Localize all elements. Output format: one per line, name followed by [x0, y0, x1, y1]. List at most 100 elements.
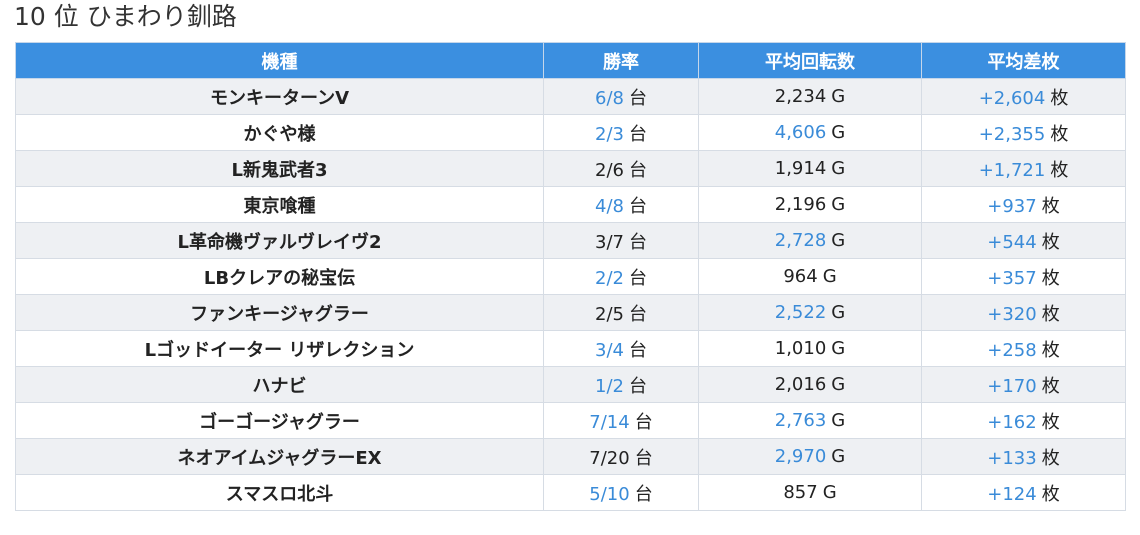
avg-spins-unit: G — [831, 158, 846, 179]
avg-spins-value: 964 — [783, 266, 818, 287]
avg-spins-unit: G — [831, 230, 846, 251]
avg-spins-cell: 964 G — [698, 258, 922, 295]
avg-diff-cell: +170 枚 — [921, 366, 1126, 403]
avg-diff-unit: 枚 — [1041, 483, 1060, 505]
header-machine: 機種 — [15, 42, 544, 79]
avg-diff-cell: +320 枚 — [921, 294, 1126, 331]
avg-diff-unit: 枚 — [1050, 123, 1069, 145]
machine-name: L革命機ヴァルヴレイヴ2 — [15, 222, 544, 259]
avg-spins-value: 2,196 — [774, 194, 827, 215]
machine-ranking-table: 機種 勝率 平均回転数 平均差枚 モンキーターンV 6/8 台 2,234 G +2,60… — [15, 42, 1126, 511]
win-rate-cell: 6/8 台 — [543, 78, 699, 115]
avg-diff-cell: +2,355 枚 — [921, 114, 1126, 151]
win-rate-link[interactable]: 7/14 — [589, 411, 630, 433]
win-rate-unit: 台 — [628, 123, 647, 145]
avg-diff-cell: +124 枚 — [921, 474, 1126, 511]
header-avg-diff: 平均差枚 — [921, 42, 1126, 79]
table-row: 東京喰種 4/8 台 2,196 G +937 枚 — [15, 186, 1126, 223]
avg-spins-cell: 4,606 G — [698, 114, 922, 151]
avg-diff-cell: +258 枚 — [921, 330, 1126, 367]
win-rate-cell: 2/5 台 — [543, 294, 699, 331]
table-row: モンキーターンV 6/8 台 2,234 G +2,604 枚 — [15, 78, 1126, 115]
avg-diff-unit: 枚 — [1041, 303, 1060, 325]
win-rate-cell: 5/10 台 — [543, 474, 699, 511]
avg-diff-cell: +544 枚 — [921, 222, 1126, 259]
win-rate-unit: 台 — [628, 267, 647, 289]
win-rate-unit: 台 — [628, 87, 647, 109]
win-rate-link[interactable]: 3/4 — [595, 339, 624, 361]
win-rate-unit: 台 — [628, 159, 647, 181]
avg-spins-link[interactable]: 2,728 — [774, 230, 827, 251]
table-row: ハナビ 1/2 台 2,016 G +170 枚 — [15, 366, 1126, 403]
avg-diff-unit: 枚 — [1041, 267, 1060, 289]
avg-spins-cell: 2,763 G — [698, 402, 922, 439]
win-rate-cell: 2/6 台 — [543, 150, 699, 187]
header-win-rate: 勝率 — [543, 42, 699, 79]
win-rate-link[interactable]: 2/3 — [595, 123, 624, 145]
table-row: L革命機ヴァルヴレイヴ2 3/7 台 2,728 G +544 枚 — [15, 222, 1126, 259]
avg-diff-cell: +162 枚 — [921, 402, 1126, 439]
avg-spins-unit: G — [822, 266, 837, 287]
avg-diff-unit: 枚 — [1050, 159, 1069, 181]
avg-diff-link[interactable]: +258 — [987, 339, 1037, 361]
table-row: スマスロ北斗 5/10 台 857 G +124 枚 — [15, 474, 1126, 511]
win-rate-cell: 3/4 台 — [543, 330, 699, 367]
table-row: LBクレアの秘宝伝 2/2 台 964 G +357 枚 — [15, 258, 1126, 295]
win-rate-unit: 台 — [634, 411, 653, 433]
avg-spins-cell: 2,522 G — [698, 294, 922, 331]
avg-spins-unit: G — [831, 338, 846, 359]
table-row: ゴーゴージャグラー 7/14 台 2,763 G +162 枚 — [15, 402, 1126, 439]
machine-name: Lゴッドイーター リザレクション — [15, 330, 544, 367]
win-rate-unit: 台 — [634, 447, 653, 469]
avg-spins-cell: 1,914 G — [698, 150, 922, 187]
avg-diff-link[interactable]: +937 — [987, 195, 1037, 217]
avg-diff-unit: 枚 — [1041, 375, 1060, 397]
avg-diff-cell: +133 枚 — [921, 438, 1126, 475]
avg-diff-unit: 枚 — [1041, 411, 1060, 433]
table-row: ネオアイムジャグラーEX 7/20 台 2,970 G +133 枚 — [15, 438, 1126, 475]
avg-spins-link[interactable]: 4,606 — [774, 122, 827, 143]
avg-spins-unit: G — [831, 122, 846, 143]
avg-diff-link[interactable]: +2,604 — [978, 87, 1046, 109]
machine-name: LBクレアの秘宝伝 — [15, 258, 544, 295]
table-body: モンキーターンV 6/8 台 2,234 G +2,604 枚かぐや様 2/3 台 4,606 G +… — [15, 78, 1126, 511]
avg-diff-link[interactable]: +320 — [987, 303, 1037, 325]
table-row: Lゴッドイーター リザレクション 3/4 台 1,010 G +258 枚 — [15, 330, 1126, 367]
table-header: 機種 勝率 平均回転数 平均差枚 — [15, 42, 1126, 79]
win-rate-link[interactable]: 1/2 — [595, 375, 624, 397]
avg-diff-link[interactable]: +1,721 — [978, 159, 1046, 181]
header-row: 機種 勝率 平均回転数 平均差枚 — [15, 42, 1126, 79]
avg-diff-unit: 枚 — [1041, 195, 1060, 217]
avg-spins-link[interactable]: 2,522 — [774, 302, 827, 323]
avg-spins-link[interactable]: 2,970 — [774, 446, 827, 467]
avg-diff-unit: 枚 — [1041, 339, 1060, 361]
avg-diff-cell: +2,604 枚 — [921, 78, 1126, 115]
machine-name: L新鬼武者3 — [15, 150, 544, 187]
machine-name: かぐや様 — [15, 114, 544, 151]
win-rate-cell: 3/7 台 — [543, 222, 699, 259]
win-rate-unit: 台 — [628, 339, 647, 361]
avg-diff-link[interactable]: +124 — [987, 483, 1037, 505]
avg-spins-value: 1,914 — [774, 158, 827, 179]
avg-diff-link[interactable]: +544 — [987, 231, 1037, 253]
win-rate-link[interactable]: 5/10 — [589, 483, 630, 505]
avg-diff-link[interactable]: +133 — [987, 447, 1037, 469]
win-rate-cell: 2/3 台 — [543, 114, 699, 151]
avg-diff-link[interactable]: +2,355 — [978, 123, 1046, 145]
avg-diff-link[interactable]: +170 — [987, 375, 1037, 397]
avg-spins-unit: G — [831, 410, 846, 431]
win-rate-link[interactable]: 4/8 — [595, 195, 624, 217]
avg-spins-cell: 2,234 G — [698, 78, 922, 115]
avg-spins-link[interactable]: 2,763 — [774, 410, 827, 431]
avg-diff-cell: +937 枚 — [921, 186, 1126, 223]
win-rate-cell: 1/2 台 — [543, 366, 699, 403]
win-rate-value: 2/6 — [595, 159, 624, 181]
avg-diff-link[interactable]: +162 — [987, 411, 1037, 433]
win-rate-link[interactable]: 6/8 — [595, 87, 624, 109]
avg-spins-unit: G — [831, 86, 846, 107]
avg-spins-cell: 2,970 G — [698, 438, 922, 475]
table-row: かぐや様 2/3 台 4,606 G +2,355 枚 — [15, 114, 1126, 151]
win-rate-link[interactable]: 2/2 — [595, 267, 624, 289]
avg-spins-value: 857 — [783, 482, 818, 503]
avg-diff-link[interactable]: +357 — [987, 267, 1037, 289]
